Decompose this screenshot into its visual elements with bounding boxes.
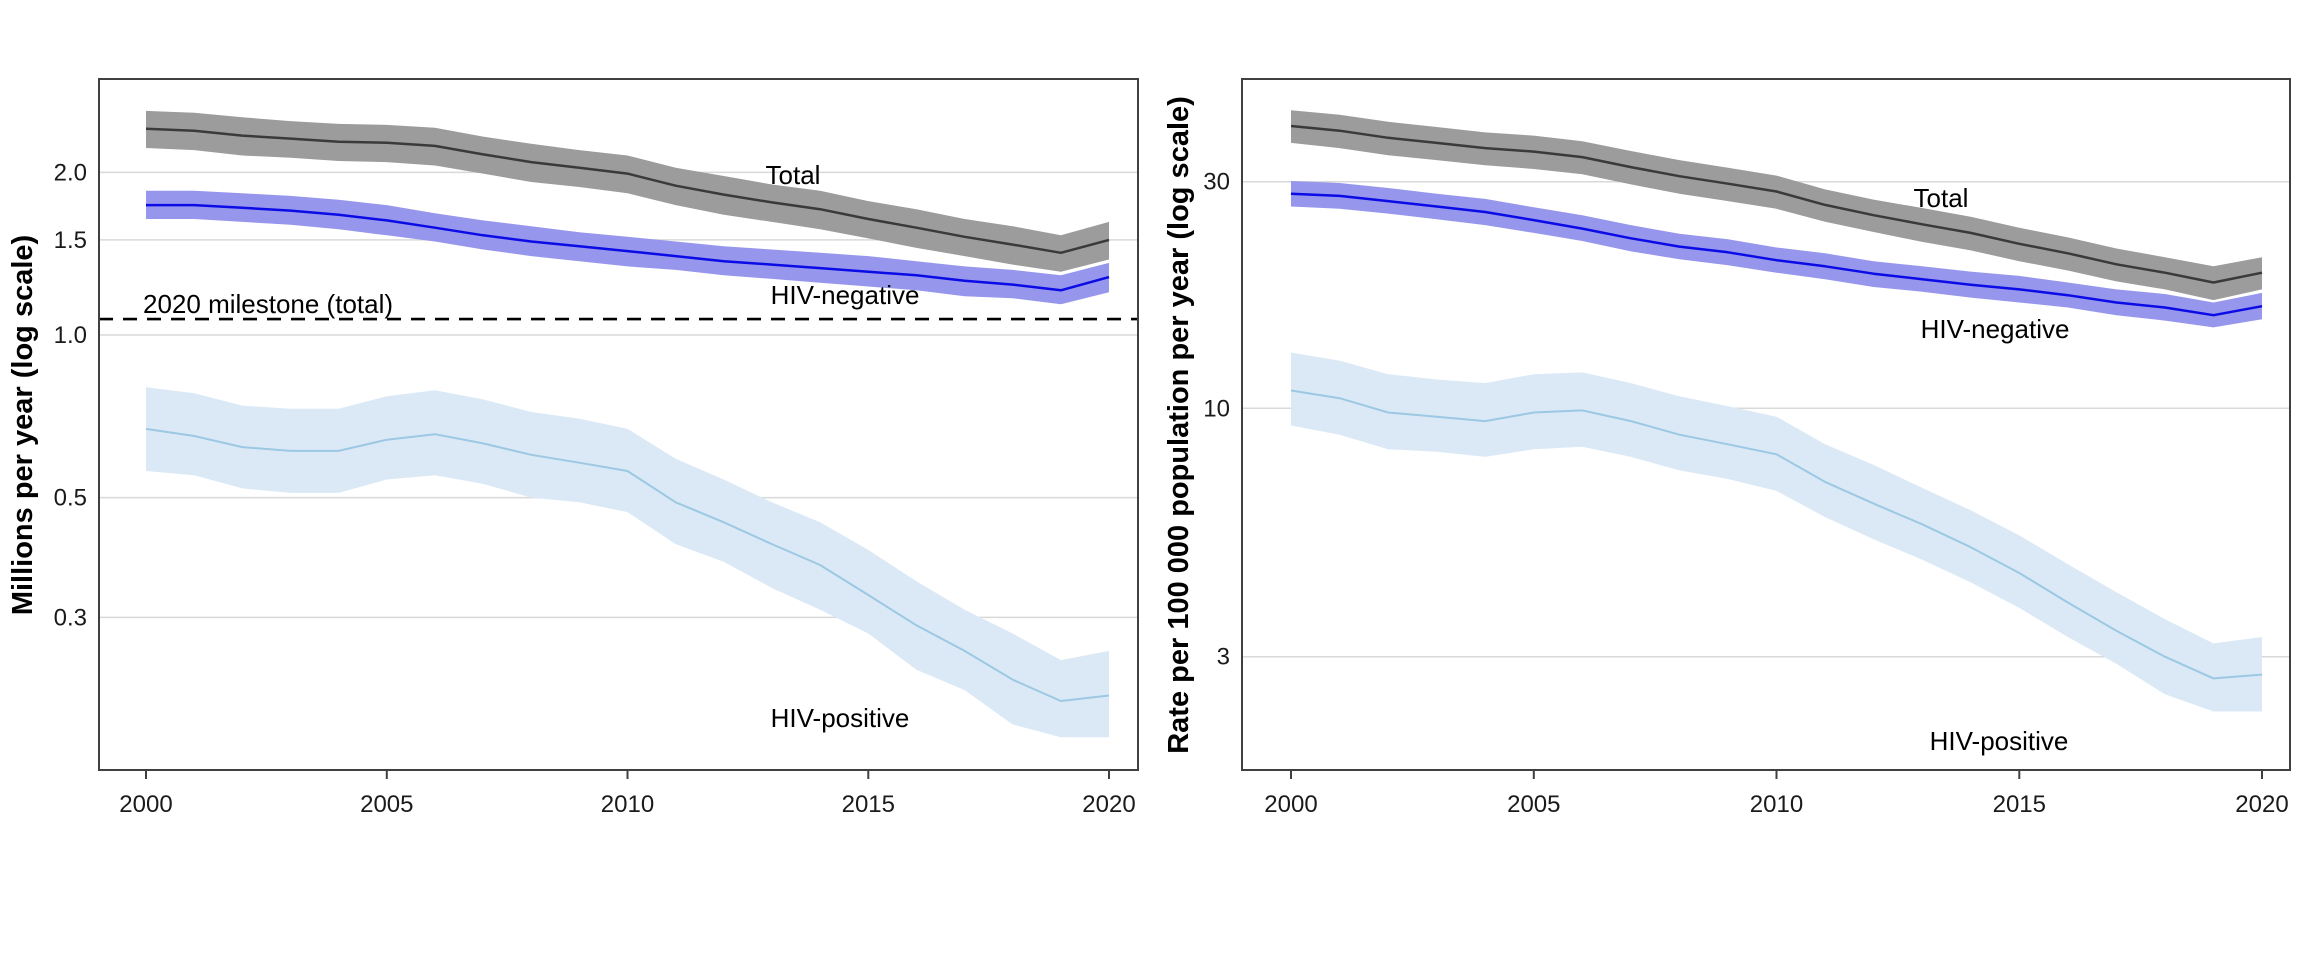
y-axis-tick-label-3: 3 xyxy=(1217,644,1230,671)
y-axis-tick-label-1.5: 1.5 xyxy=(54,227,87,254)
x-axis-tick-label-2010: 2010 xyxy=(1750,791,1803,818)
confidence-band-total xyxy=(146,110,1109,272)
y-axis-title-right: Rate per 100 000 population per year (lo… xyxy=(1163,96,1195,754)
confidence-band-total xyxy=(1291,110,2262,301)
x-axis-tick-label-2005: 2005 xyxy=(360,791,413,818)
confidence-band-hiv-negative xyxy=(146,190,1109,305)
y-axis-tick-label-30: 30 xyxy=(1203,169,1230,196)
trend-line-hiv-negative xyxy=(1290,192,2263,317)
x-axis-tick-label-2010: 2010 xyxy=(601,791,654,818)
trend-line-hiv-positive xyxy=(1290,389,2263,680)
y-axis-tick-label-0.5: 0.5 xyxy=(54,485,87,512)
milestone-label: 2020 milestone (total) xyxy=(143,289,393,319)
series-label-total: Total xyxy=(1914,183,1969,213)
trend-line-hiv-positive xyxy=(145,427,1110,702)
trend-line-total xyxy=(1290,124,2263,284)
x-axis-tick-label-2020: 2020 xyxy=(1082,791,1135,818)
y-axis-tick-label-0.3: 0.3 xyxy=(54,604,87,631)
y-axis-title-left: Millions per year (log scale) xyxy=(7,235,39,615)
y-axis-tick-label-2.0: 2.0 xyxy=(54,159,87,186)
trend-line-total xyxy=(145,127,1110,255)
panel-left: 2020 milestone (total) Total HIV-negative H… xyxy=(7,78,1139,818)
x-axis-tick-label-2005: 2005 xyxy=(1507,791,1560,818)
confidence-band-hiv-positive xyxy=(1291,352,2262,712)
x-axis-tick-label-2015: 2015 xyxy=(1993,791,2046,818)
x-axis-tick-label-2020: 2020 xyxy=(2235,791,2288,818)
series-label-hiv-negative: HIV-negative xyxy=(771,280,920,310)
confidence-band-hiv-negative xyxy=(1291,181,2262,328)
series-label-hiv-positive: HIV-positive xyxy=(1930,726,2069,756)
series-label-hiv-negative: HIV-negative xyxy=(1921,314,2070,344)
series-label-total: Total xyxy=(766,160,821,190)
confidence-band-hiv-positive xyxy=(146,387,1109,738)
trend-line-hiv-negative xyxy=(146,203,1110,292)
series-label-hiv-positive: HIV-positive xyxy=(771,703,910,733)
y-axis-tick-label-1.0: 1.0 xyxy=(54,322,87,349)
panel-border xyxy=(98,78,1139,771)
panel-border xyxy=(1241,78,2291,771)
x-axis-tick-label-2015: 2015 xyxy=(842,791,895,818)
x-axis-tick-label-2000: 2000 xyxy=(1264,791,1317,818)
x-axis-tick-label-2000: 2000 xyxy=(119,791,172,818)
y-axis-tick-label-10: 10 xyxy=(1203,395,1230,422)
panel-right: Total HIV-negative HIV-positive 2000 2005 201… xyxy=(1163,78,2291,818)
